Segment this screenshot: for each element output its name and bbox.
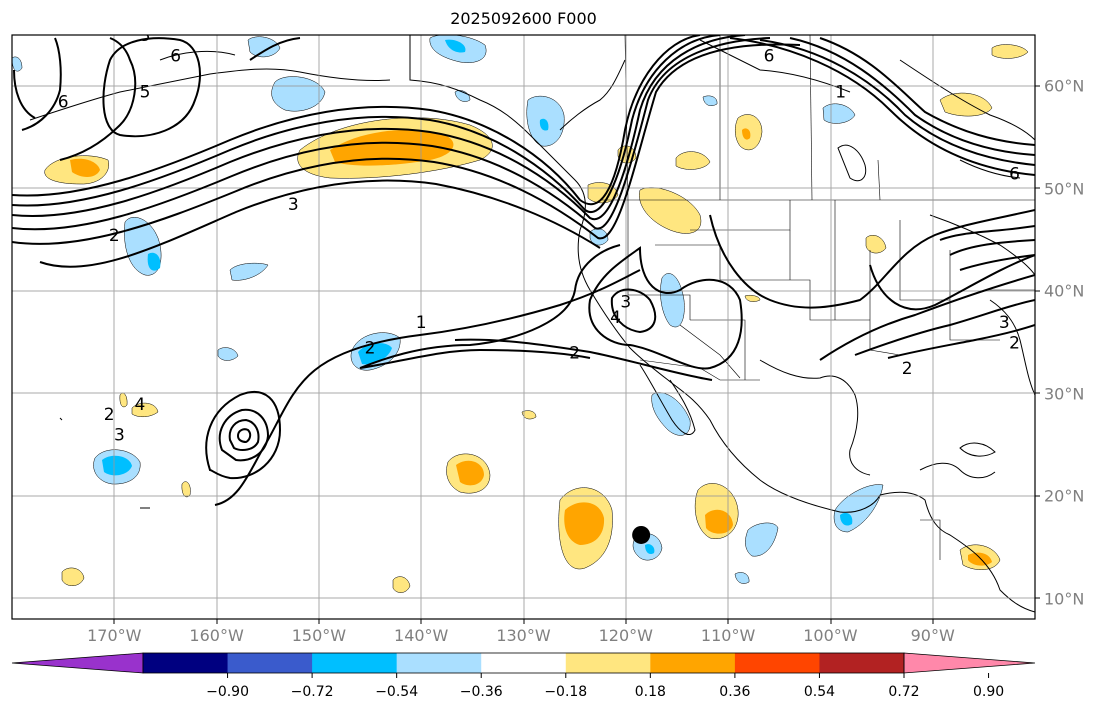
colorbar-frame [142,652,905,674]
colorbar [11,652,1036,678]
contour-label: 6 [764,46,775,66]
contour-label: 4 [610,308,621,328]
colorbar-tick-label: 0.72 [888,684,920,700]
latitude-label: 50°N [1044,179,1085,199]
colorbar-segment [734,653,820,673]
contour-label: 2 [902,359,913,379]
graticule [12,35,1035,619]
contour-label: 3 [620,292,631,312]
contour-label: 6 [1009,164,1020,184]
contour-label: 3 [140,26,151,46]
longitude-label: 170°W [87,626,142,645]
contour-label: 2 [109,226,120,246]
contour-label: 4 [134,395,145,415]
colorbar-tick-label: 0.18 [634,684,666,700]
longitude-label: 160°W [189,626,244,645]
colorbar-segment [227,653,313,673]
contour-label: 2 [104,405,115,425]
contour-label: 1 [416,313,427,333]
contour-label: 2 [569,344,580,364]
contour-label: 1 [835,82,846,102]
contour-lines [12,35,1035,506]
storm-center-dot-icon [632,525,651,544]
latitude-label: 20°N [1044,486,1085,506]
colorbar-tick-label: 0.54 [803,684,836,700]
colorbar-tick-label: −0.54 [375,684,419,700]
colorbar-segment [565,653,651,673]
colorbar-tick-label: −0.90 [206,684,249,700]
contour-label: 3 [999,313,1010,333]
contour-label: 3 [114,426,125,446]
colorbar-tick-label: 0.90 [972,684,1005,700]
latitude-label: 40°N [1044,281,1085,301]
longitude-label: 110°W [700,626,756,645]
contour-label: 5 [140,82,151,102]
colorbar-segment [481,653,567,673]
colorbar-segment [819,653,905,673]
axis-ticks [113,85,1040,624]
colorbar-under-extension [11,652,144,674]
colorbar-segment [143,653,229,673]
longitude-label: 90°W [910,626,955,645]
longitude-label: 140°W [394,626,449,645]
colorbar-tick-label: 0.36 [719,684,751,700]
contour-label: 6 [170,46,181,66]
longitude-label: 120°W [598,626,653,645]
contour-label: 2 [365,338,376,358]
latitude-label: 30°N [1044,384,1085,404]
colorbar-tick-label: −0.72 [290,684,334,700]
longitude-label: 100°W [803,626,858,645]
longitude-label: 130°W [496,626,551,645]
contour-label: 6 [58,93,69,113]
colorbar-over-extension [903,652,1036,674]
latitude-label: 60°N [1044,76,1085,96]
longitude-label: 150°W [291,626,347,645]
map-title: 2025092600 F000 [450,9,597,28]
colorbar-segment [396,653,482,673]
contour-label: 3 [288,195,299,215]
colorbar-segment [650,653,736,673]
negative-anomaly-shading [12,35,884,584]
colorbar-tick-label: −0.18 [544,684,588,700]
colorbar-tick-label: −0.36 [459,684,503,700]
contour-label: 2 [1009,333,1020,353]
colorbar-segment [312,653,398,673]
latitude-label: 10°N [1044,589,1085,608]
